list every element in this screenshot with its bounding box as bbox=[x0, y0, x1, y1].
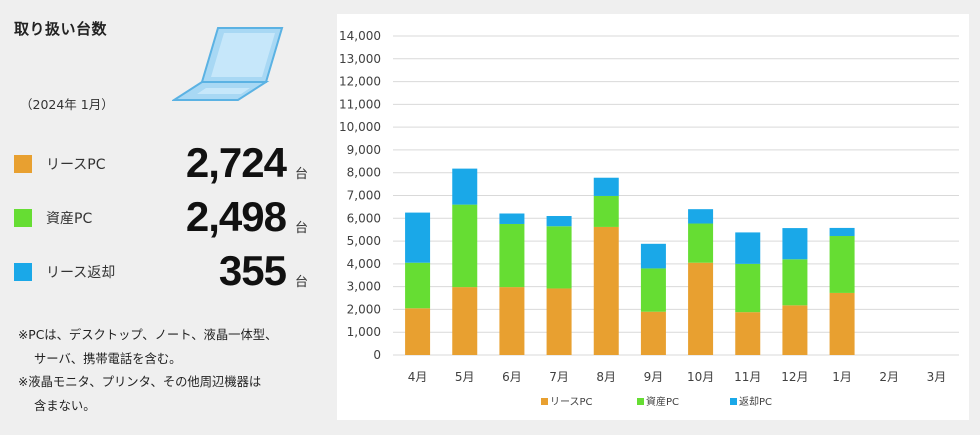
x-tick-label: 11月 bbox=[734, 370, 761, 384]
bar-segment bbox=[499, 223, 525, 288]
bar-segment bbox=[405, 308, 431, 355]
bar-segment bbox=[782, 228, 808, 260]
bar-segment bbox=[405, 262, 431, 309]
bar-segment bbox=[640, 311, 666, 355]
bar-segment bbox=[499, 213, 525, 224]
bar-segment bbox=[688, 209, 714, 224]
x-tick-label: 7月 bbox=[549, 370, 569, 384]
footnote-line: サーバ、携帯電話を含む。 bbox=[34, 351, 182, 366]
stat-label: リース返却 bbox=[46, 265, 116, 281]
bar-segment bbox=[546, 216, 572, 227]
stat-unit: 台 bbox=[294, 167, 308, 182]
lease-return-swatch bbox=[14, 263, 32, 281]
period-label: （2024年 1月） bbox=[20, 97, 114, 112]
legend-swatch bbox=[730, 398, 737, 405]
x-tick-label: 8月 bbox=[596, 370, 616, 384]
stat-value: 2,724 bbox=[185, 139, 287, 186]
stat-value: 2,498 bbox=[185, 193, 287, 240]
x-tick-label: 9月 bbox=[644, 370, 664, 384]
bar-segment bbox=[593, 226, 619, 355]
lease-pc-swatch bbox=[14, 155, 32, 173]
y-tick-label: 2,000 bbox=[347, 302, 381, 316]
bar-segment bbox=[829, 227, 855, 237]
y-tick-label: 3,000 bbox=[347, 280, 381, 294]
y-tick-label: 7,000 bbox=[347, 189, 381, 203]
y-tick-label: 13,000 bbox=[339, 52, 381, 66]
panel-title: 取り扱い台数 bbox=[14, 20, 108, 38]
bar-segment bbox=[735, 263, 761, 313]
bar-segment bbox=[452, 168, 478, 205]
legend-label: 資産PC bbox=[646, 395, 679, 408]
stat-unit: 台 bbox=[294, 275, 308, 290]
legend-label: リースPC bbox=[550, 397, 593, 408]
y-tick-label: 5,000 bbox=[347, 234, 381, 248]
y-tick-label: 11,000 bbox=[339, 97, 381, 111]
bar-segment bbox=[735, 312, 761, 355]
bar-segment bbox=[829, 292, 855, 355]
bar-segment bbox=[829, 236, 855, 293]
stat-label: リースPC bbox=[46, 157, 106, 173]
stat-asset-pc: 資産PC 2,498 台 bbox=[14, 195, 314, 239]
bar-segment bbox=[452, 204, 478, 288]
bar-segment bbox=[735, 232, 761, 264]
stat-value: 355 bbox=[218, 247, 287, 294]
footnote-line: 含まない。 bbox=[34, 398, 96, 413]
y-tick-label: 8,000 bbox=[347, 166, 381, 180]
stat-label: 資産PC bbox=[46, 211, 93, 227]
stat-lease-pc: リースPC 2,724 台 bbox=[14, 141, 314, 185]
bar-segment bbox=[405, 212, 431, 263]
legend-swatch bbox=[541, 398, 548, 405]
bar-segment bbox=[640, 243, 666, 269]
stat-unit: 台 bbox=[294, 221, 308, 236]
bar-segment bbox=[782, 305, 808, 355]
monthly-chart-panel: 0 1,000 2,000 3,000 4,000 5,000 6,000 7,000 8,00… bbox=[337, 14, 969, 420]
y-tick-label: 6,000 bbox=[347, 211, 381, 225]
y-tick-label: 9,000 bbox=[347, 143, 381, 157]
x-tick-label: 1月 bbox=[832, 370, 852, 384]
footnote-line: ※PCは、デスクトップ、ノート、液晶一体型、 bbox=[18, 328, 278, 342]
bar-segment bbox=[546, 288, 572, 355]
y-tick-label: 14,000 bbox=[339, 29, 381, 43]
summary-panel: 取り扱い台数 （2024年 1月） リースPC 2,724 台 資産PC 2,4… bbox=[0, 0, 330, 435]
x-tick-label: 4月 bbox=[408, 370, 428, 384]
stacked-bar-chart: 0 1,000 2,000 3,000 4,000 5,000 6,000 7,000 8,00… bbox=[339, 29, 959, 408]
footnote-line: ※液晶モニタ、プリンタ、その他周辺機器は bbox=[18, 375, 262, 389]
bar-segment bbox=[452, 287, 478, 355]
y-tick-label: 1,000 bbox=[347, 325, 381, 339]
x-tick-label: 12月 bbox=[781, 370, 808, 384]
y-tick-label: 4,000 bbox=[347, 257, 381, 271]
legend-swatch bbox=[637, 398, 644, 405]
bar-segment bbox=[640, 268, 666, 312]
laptop-icon bbox=[170, 24, 284, 108]
y-tick-label: 10,000 bbox=[339, 120, 381, 134]
bar-segment bbox=[593, 195, 619, 227]
bar-segment bbox=[782, 259, 808, 306]
bar-segment bbox=[499, 287, 525, 355]
asset-pc-swatch bbox=[14, 209, 32, 227]
x-tick-label: 6月 bbox=[502, 370, 522, 384]
x-tick-label: 2月 bbox=[879, 370, 899, 384]
bar-segment bbox=[688, 223, 714, 263]
bar-segment bbox=[546, 226, 572, 289]
bar-segment bbox=[688, 262, 714, 355]
y-tick-label: 0 bbox=[373, 348, 381, 362]
x-tick-label: 3月 bbox=[927, 370, 947, 384]
legend-label: 返却PC bbox=[739, 396, 772, 408]
x-tick-label: 10月 bbox=[687, 370, 714, 384]
y-tick-label: 12,000 bbox=[339, 75, 381, 89]
stat-lease-return: リース返却 355 台 bbox=[14, 249, 314, 293]
bar-segment bbox=[593, 177, 619, 196]
x-tick-label: 5月 bbox=[455, 370, 475, 384]
footnotes: ※PCは、デスクトップ、ノート、液晶一体型、 サーバ、携帯電話を含む。 ※液晶モ… bbox=[18, 324, 277, 418]
